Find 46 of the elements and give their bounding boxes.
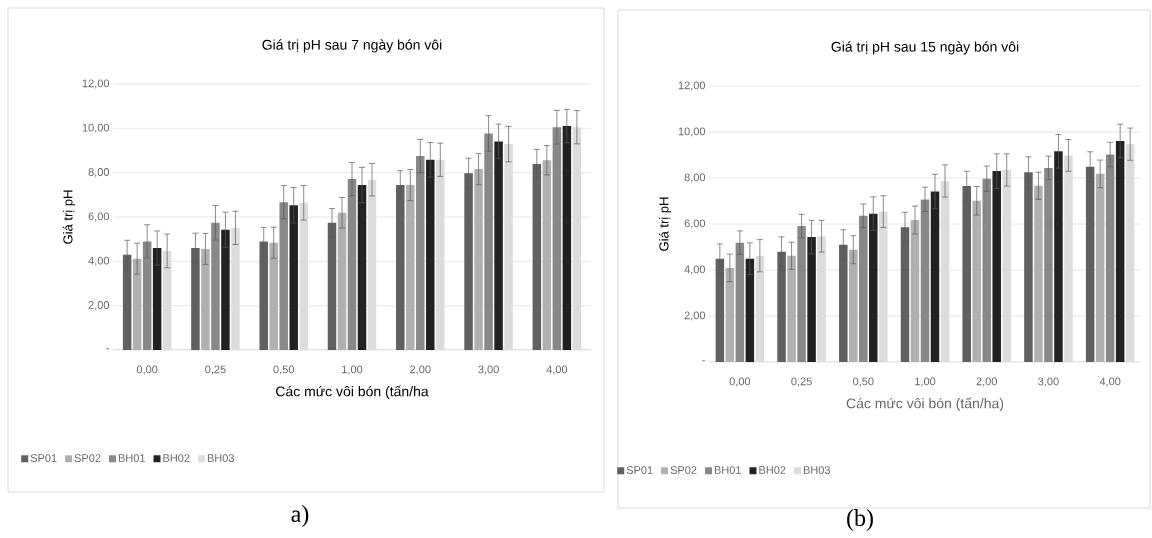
text: (b) (847, 509, 873, 531)
x-tick-label: 0,00 (729, 377, 751, 387)
legend-label: BH02 (759, 466, 786, 474)
x-axis-title: Các mức vôi bón (tấn/ha) (846, 397, 1004, 412)
legend-label: SP02 (670, 466, 697, 474)
y-axis-title: Giá trị pH (62, 190, 76, 244)
y-tick-label: 8,00 (88, 168, 110, 178)
x-tick-label: 0,00 (136, 365, 158, 375)
y-tick-label: 2,00 (684, 311, 706, 321)
y-tick-label: 10,00 (82, 123, 110, 133)
legend-label: SP01 (626, 466, 653, 474)
text: a) (291, 505, 309, 527)
x-tick-label: 1,00 (915, 377, 936, 387)
y-tick-label: 6,00 (88, 212, 110, 222)
x-tick-label: 0,50 (853, 377, 874, 387)
legend-label: BH03 (803, 466, 831, 474)
legend-label: BH01 (714, 466, 741, 474)
x-tick-label: 2,00 (976, 377, 997, 387)
chart-title: Giá trị pH sau 7 ngày bón vôi (262, 39, 442, 53)
x-tick-label: 2,00 (410, 365, 431, 375)
x-axis-title: Các mức vôi bón (tấn/ha (276, 385, 429, 400)
y-axis-title: Giá trị pH (658, 197, 672, 251)
legend-label: SP02 (74, 454, 101, 462)
x-tick-label: 0,25 (205, 365, 226, 375)
x-tick-label: 0,50 (273, 365, 294, 375)
x-tick-label: 3,00 (478, 365, 499, 375)
y-tick-label: 12,00 (82, 79, 110, 89)
legend-label: BH01 (118, 454, 145, 462)
y-tick-label: - (702, 360, 705, 362)
y-tick-label: - (106, 348, 109, 350)
y-tick-label: 6,00 (684, 219, 706, 229)
x-tick-label: 1,00 (342, 365, 363, 375)
x-tick-label: 0,25 (791, 377, 812, 387)
x-tick-label: 3,00 (1038, 377, 1059, 387)
y-tick-label: 8,00 (684, 173, 706, 183)
legend-label: BH02 (163, 454, 190, 462)
y-tick-label: 4,00 (88, 256, 110, 266)
chart-title: Giá trị pH sau 15 ngày bón vôi (831, 41, 1019, 55)
legend-label: BH03 (207, 454, 235, 462)
y-tick-label: 2,00 (88, 301, 110, 311)
y-tick-label: 4,00 (684, 265, 706, 275)
x-tick-label: 4,00 (546, 365, 568, 375)
x-tick-label: 4,00 (1099, 377, 1121, 387)
y-tick-label: 10,00 (678, 127, 706, 137)
legend-label: SP01 (30, 454, 57, 462)
y-tick-label: 12,00 (678, 81, 706, 91)
